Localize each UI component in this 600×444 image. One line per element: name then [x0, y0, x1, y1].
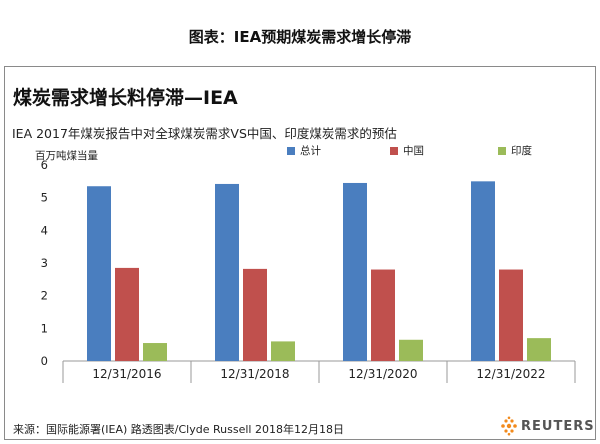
bar-china — [115, 267, 139, 361]
legend-label-total: 总计 — [300, 145, 321, 157]
bar-india — [399, 339, 423, 361]
legend-label-india: 印度 — [511, 145, 532, 157]
legend-item-china: 中国 — [390, 143, 424, 158]
legend-swatch-total — [287, 146, 295, 155]
reuters-logo: REUTERS — [497, 416, 595, 436]
y-tick-label: 5 — [41, 191, 48, 205]
y-tick-label: 0 — [41, 354, 48, 368]
y-tick-label: 1 — [41, 321, 48, 335]
bar-china — [499, 269, 523, 361]
bar-total — [471, 181, 495, 361]
source-note: 来源：国际能源署(IEA) 路透图表/Clyde Russell 2018年12… — [13, 423, 344, 436]
y-tick-label: 6 — [41, 158, 48, 172]
x-tick-label: 12/31/2022 — [476, 367, 545, 381]
bar-chart: 0 1 2 3 4 5 6 12/31/2016 12/31/2018 12/31/2020 12/… — [41, 158, 576, 383]
y-axis-unit: 百万吨煤当量 — [35, 150, 98, 162]
bar-total — [87, 186, 111, 361]
legend-item-total: 总计 — [287, 143, 321, 158]
chart-legend: 总计 中国 印度 — [5, 143, 597, 159]
chart-title: 煤炭需求增长料停滞—IEA — [13, 87, 238, 109]
bar-india — [143, 343, 167, 361]
page-title: 图表：IEA预期煤炭需求增长停滞 — [188, 28, 412, 46]
bar-china — [243, 268, 267, 361]
x-tick-label: 12/31/2018 — [220, 367, 289, 381]
chart-card: 煤炭需求增长料停滞—IEA IEA 2017年煤炭报告中对全球煤炭需求VS中国、… — [4, 66, 596, 440]
y-tick-label: 4 — [41, 223, 48, 237]
legend-swatch-china — [390, 146, 398, 155]
x-tick-label: 12/31/2020 — [348, 367, 417, 381]
bar-india — [527, 338, 551, 361]
bar-china — [371, 269, 395, 361]
reuters-dots-icon — [501, 416, 517, 436]
chart-subtitle: IEA 2017年煤炭报告中对全球煤炭需求VS中国、印度煤炭需求的预估 — [12, 126, 397, 141]
y-tick-label: 3 — [41, 256, 48, 270]
legend-label-china: 中国 — [403, 145, 424, 157]
x-tick-label: 12/31/2016 — [92, 367, 161, 381]
reuters-logo-text: REUTERS — [521, 418, 595, 434]
bar-india — [271, 341, 295, 361]
bar-total — [343, 182, 367, 361]
bar-total — [215, 183, 239, 361]
y-tick-label: 2 — [41, 289, 48, 303]
legend-item-india: 印度 — [498, 143, 532, 158]
legend-swatch-india — [498, 146, 506, 155]
